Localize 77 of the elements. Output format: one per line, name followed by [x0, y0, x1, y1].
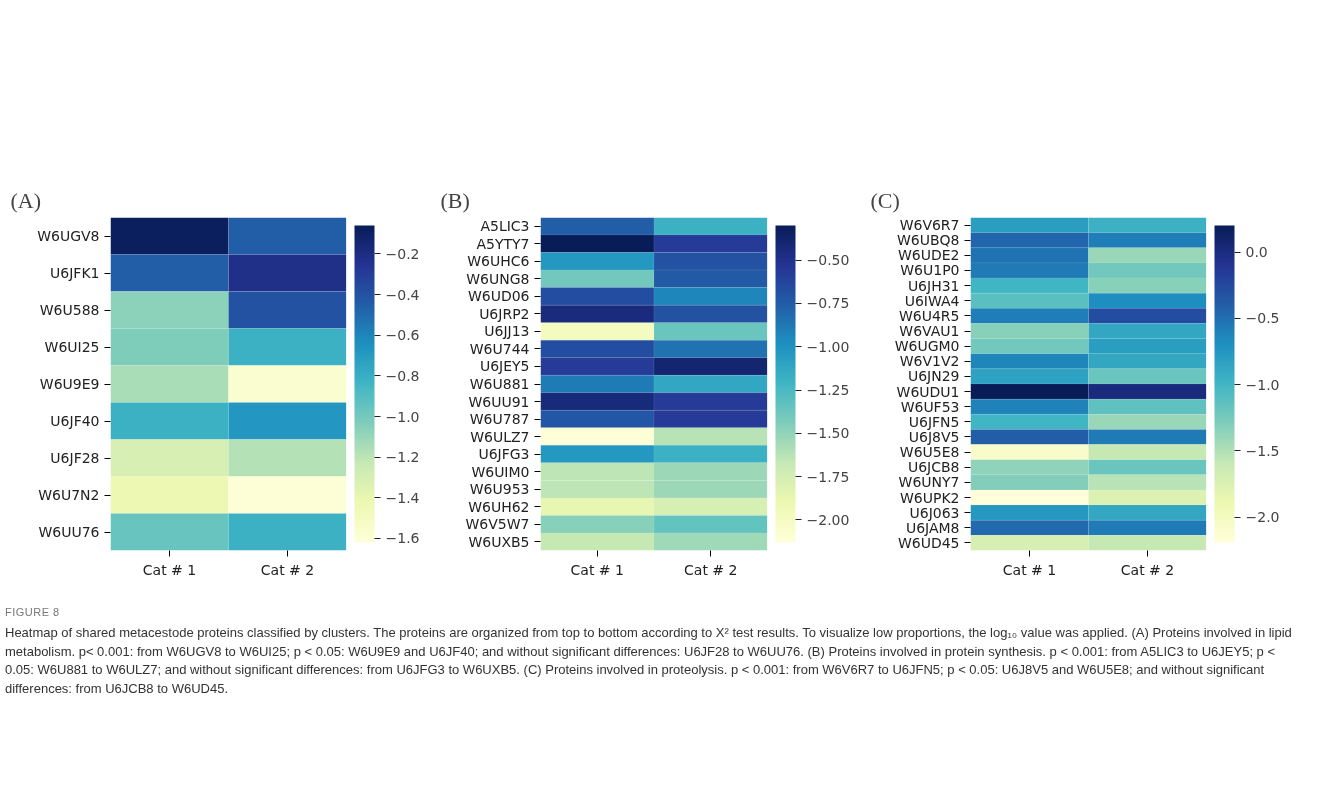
color-bar-label: −0.50: [806, 252, 850, 269]
color-bar-label: −1.4: [385, 489, 420, 506]
y-tick-label: W6UH62: [468, 498, 530, 515]
color-bar-label: −0.6: [385, 327, 420, 344]
color-bar-label: −1.6: [385, 530, 420, 547]
color-bar-label: −1.2: [385, 449, 420, 466]
x-tick-label: Cat # 2: [1120, 561, 1175, 578]
y-tick-label: W6U7N2: [38, 487, 100, 503]
y-tick-label: U6JFN5: [908, 413, 960, 430]
text: Heatmap of shared metacestode proteins classified by clusters. The proteins are organized from top to bottom according to X² test results. To visualize low proportions, the log₁₀ value was applied. (A) Proteins involved in lipid metabolism. p< 0.001: from W6UGV8 to W6UI25; p < 0.05: W6U9E9 and U6JF40; and without significant differences: U6JF28 to W6UU76. (B) Proteins involved in protein synthesis. p < 0.001: from A5LIC3 to U6JEY5; p < 0.05: W6U881 to W6ULZ7; and without significant differences: from U6JFG3 to W6UXB5. (C) Proteins involved in proteolysis. p < 0.001: from W6V6R7 to U6JFN5; p < 0.05: U6J8V5 and W6U5E8; and without significant differences: from U6JCB8 to W6UD45.: [5, 623, 1293, 699]
color-bar-label: −2.00: [806, 511, 850, 528]
y-tick-label: U6JRP2: [479, 305, 530, 322]
color-bar-label: −1.0: [1245, 376, 1280, 393]
color-bar-label: −0.2: [385, 245, 420, 262]
y-tick-label: W6U4R5: [898, 307, 960, 324]
y-tick-label: A5YTY7: [476, 235, 530, 252]
y-tick-label: W6UU91: [468, 393, 530, 410]
y-tick-label: W6U1P0: [900, 262, 960, 279]
y-tick-label: W6VAU1: [899, 323, 960, 340]
y-tick-label: W6U588: [39, 302, 100, 318]
y-tick-label: U6JN29: [907, 368, 960, 385]
color-bar-label: −1.00: [806, 338, 850, 355]
color-bar-label: −0.8: [385, 367, 420, 384]
y-tick-label: W6U5E8: [899, 444, 960, 461]
y-tick-label: U6JJ13: [484, 323, 530, 340]
y-tick-label: W6UDE2: [897, 247, 960, 264]
color-bar-label: −0.4: [385, 286, 420, 303]
color-bar-label: −1.25: [806, 382, 850, 399]
chart-title: (A): [10, 187, 42, 213]
y-tick-label: U6JEY5: [479, 358, 530, 375]
y-tick-label: U6JFG3: [478, 446, 530, 463]
y-tick-label: W6V6R7: [899, 217, 960, 234]
color-bar-label: 0.0: [1245, 244, 1268, 261]
color-bar-label: −1.75: [806, 468, 850, 485]
x-tick-label: Cat # 2: [684, 561, 738, 578]
color-bar-label: −2.0: [1245, 509, 1280, 526]
y-tick-label: U6JF28: [50, 450, 100, 466]
y-tick-label: W6U744: [469, 340, 530, 357]
y-tick-label: W6UU76: [38, 524, 100, 540]
y-tick-label: W6U787: [469, 411, 530, 428]
y-tick-label: W6UGV8: [37, 228, 100, 244]
y-tick-label: W6UGM0: [894, 338, 960, 355]
y-tick-label: W6UIM0: [471, 463, 530, 480]
y-tick-label: U6JH31: [907, 277, 960, 294]
chart-title: (B): [440, 187, 470, 213]
y-tick-label: W6UF53: [900, 398, 960, 415]
y-tick-label: W6U953: [469, 481, 530, 498]
y-tick-label: W6UPK2: [899, 489, 960, 506]
y-tick-label: W6UBQ8: [896, 232, 960, 249]
caption: FIGURE 8: [5, 605, 61, 620]
y-tick-label: W6UDU1: [896, 383, 960, 400]
y-tick-label: W6ULZ7: [470, 428, 530, 445]
x-tick-label: Cat # 1: [142, 561, 197, 578]
y-tick-label: W6U881: [469, 376, 530, 392]
y-tick-label: W6UD06: [467, 288, 530, 305]
chart-title: (C): [870, 187, 900, 213]
y-tick-label: W6UNG8: [466, 270, 530, 287]
y-tick-label: W6UNY7: [898, 474, 960, 491]
x-tick-label: Cat # 2: [260, 561, 315, 578]
x-tick-label: Cat # 1: [570, 561, 624, 578]
x-tick-label: Cat # 1: [1002, 561, 1057, 578]
y-tick-label: W6UHC6: [467, 253, 530, 270]
y-tick-label: W6V5W7: [465, 516, 530, 533]
y-tick-label: W6V1V2: [899, 353, 960, 370]
y-tick-label: U6JFK1: [50, 265, 100, 281]
color-bar-label: −1.50: [806, 425, 850, 442]
y-tick-label: A5LIC3: [480, 218, 530, 235]
color-bar-label: −0.75: [806, 295, 850, 312]
color-bar-label: −1.0: [385, 408, 420, 425]
y-tick-label: W6UXB5: [468, 533, 530, 550]
y-tick-label: U6J063: [909, 504, 960, 521]
color-bar-label: −1.5: [1245, 442, 1280, 459]
y-tick-label: U6JF40: [50, 413, 100, 429]
y-tick-label: W6UI25: [44, 339, 100, 355]
y-tick-label: U6JCB8: [907, 459, 960, 476]
color-bar-label: −0.5: [1245, 310, 1280, 327]
y-tick-label: W6U9E9: [39, 376, 100, 392]
